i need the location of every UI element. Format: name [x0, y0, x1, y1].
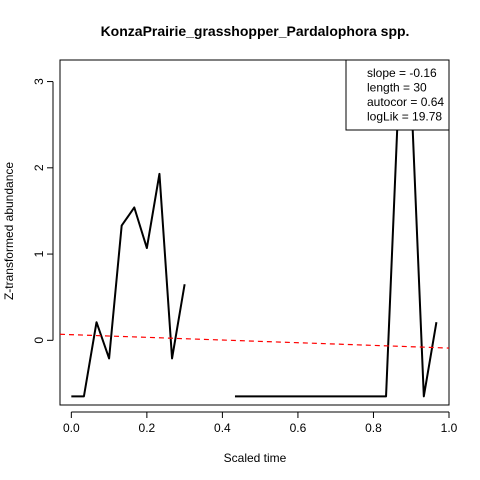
x-tick-label: 0.0	[63, 421, 80, 435]
y-tick-label: 2	[32, 164, 46, 171]
y-tick-label: 0	[32, 337, 46, 344]
plot-box	[59, 59, 450, 406]
y-tick-label: 1	[32, 250, 46, 257]
legend-entry: autocor = 0.64	[367, 95, 444, 109]
plot-frame	[59, 59, 450, 406]
x-axis-label: Scaled time	[224, 451, 287, 465]
chart-title: KonzaPrairie_grasshopper_Pardalophora sp…	[101, 23, 410, 39]
trend-line	[59, 333, 450, 349]
legend-entry: slope = -0.16	[367, 66, 437, 80]
legend-entry: length = 30	[367, 81, 427, 95]
legend-box	[345, 59, 450, 131]
x-tick-label: 0.8	[365, 421, 382, 435]
abundance-series-line	[71, 93, 438, 398]
y-axis-label: Z-transformed abundance	[2, 162, 16, 300]
x-tick-label: 1.0	[441, 421, 458, 435]
x-tick-label: 0.6	[290, 421, 307, 435]
series-layer	[59, 93, 450, 398]
x-tick-label: 0.2	[139, 421, 156, 435]
y-tick-label: 3	[32, 78, 46, 85]
x-axis: 0.0 0.2 0.4 0.6 0.8 1.0	[63, 411, 458, 435]
legend-entry: logLik = 19.78	[367, 110, 442, 124]
y-axis: 0 1 2 3	[32, 78, 54, 344]
x-tick-label: 0.4	[214, 421, 231, 435]
